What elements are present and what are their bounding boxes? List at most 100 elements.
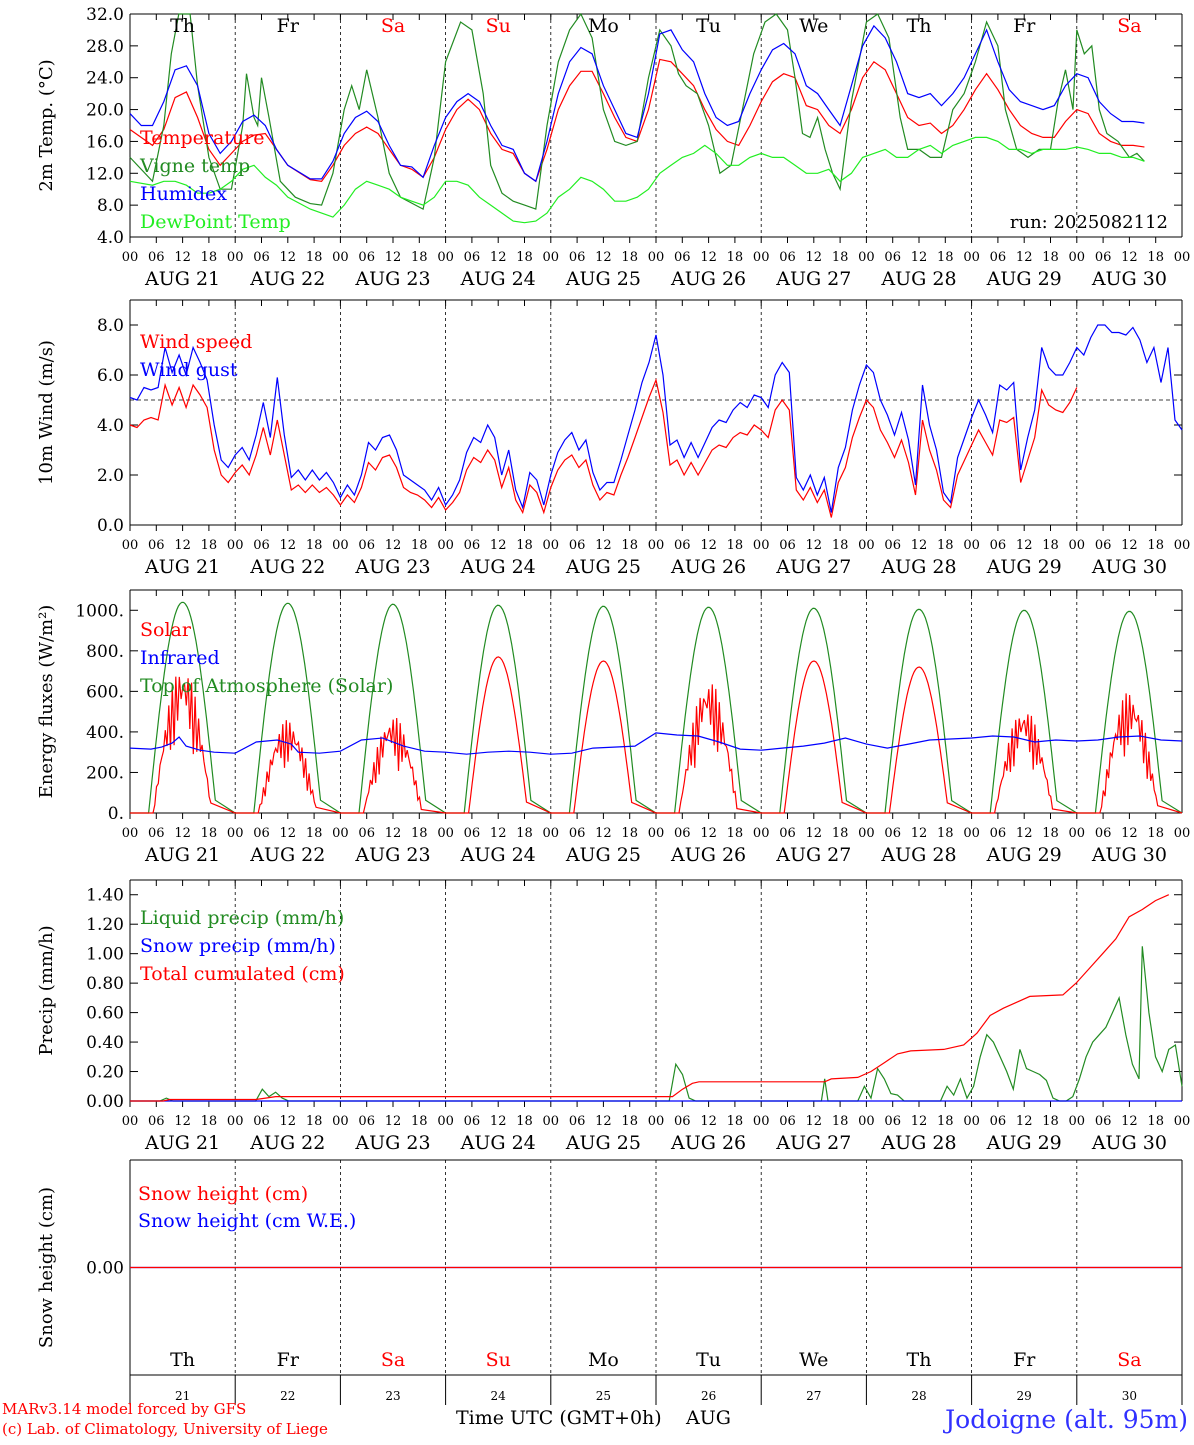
hour-tick-label: 18 [411, 1114, 428, 1129]
legend-entry: Liquid precip (mm/h) [140, 907, 344, 929]
date-label: AUG 29 [986, 556, 1062, 578]
y-tick-label: 20.0 [86, 101, 124, 121]
hour-tick-label: 12 [174, 538, 191, 553]
hour-tick-label: 00 [753, 538, 770, 553]
time-axis-label: Time UTC (GMT+0h) [456, 1407, 662, 1429]
hour-tick-label: 00 [753, 250, 770, 265]
hour-tick-label: 18 [621, 250, 638, 265]
y-axis-label: 2m Temp. (°C) [36, 59, 57, 191]
hour-tick-label: 12 [280, 538, 297, 553]
hour-tick-label: 00 [227, 1114, 244, 1129]
hour-tick-label: 18 [937, 826, 954, 841]
date-label: AUG 25 [565, 268, 641, 290]
hour-tick-label: 00 [332, 538, 349, 553]
hour-tick-label: 00 [753, 826, 770, 841]
date-label: AUG 30 [1091, 268, 1167, 290]
hour-tick-label: 18 [832, 1114, 849, 1129]
hour-tick-label: 18 [306, 826, 323, 841]
series-line-total-cumulated-cm- [130, 894, 1170, 1102]
hour-tick-label: 00 [1069, 826, 1086, 841]
hour-tick-label: 00 [122, 538, 139, 553]
date-label: AUG 25 [565, 556, 641, 578]
hour-tick-label: 00 [332, 826, 349, 841]
hour-tick-label: 18 [937, 1114, 954, 1129]
date-label: AUG 30 [1091, 1132, 1167, 1154]
legend-entry: DewPoint Temp [140, 211, 291, 233]
legend-entry: Wind speed [140, 331, 252, 353]
hour-tick-label: 12 [280, 826, 297, 841]
day-number: 26 [701, 1389, 716, 1403]
hour-tick-label: 00 [543, 826, 560, 841]
y-tick-label: 32.0 [86, 5, 124, 25]
date-label: AUG 28 [880, 268, 956, 290]
day-name: Fr [277, 1349, 300, 1371]
hour-tick-label: 06 [779, 538, 796, 553]
hour-tick-label: 06 [1095, 538, 1112, 553]
legend-entry: Total cumulated (cm) [140, 963, 345, 985]
hour-tick-label: 00 [858, 826, 875, 841]
hour-tick-label: 06 [674, 1114, 691, 1129]
hour-tick-label: 18 [411, 538, 428, 553]
hour-tick-label: 12 [1016, 250, 1033, 265]
day-number: 29 [1017, 1389, 1032, 1403]
series-line-humidex [129, 24, 1145, 183]
hour-tick-label: 12 [700, 250, 717, 265]
hour-tick-label: 06 [464, 250, 481, 265]
hour-tick-label: 06 [884, 826, 901, 841]
day-name: Fr [277, 15, 300, 37]
hour-tick-label: 18 [411, 250, 428, 265]
series-line-temperature [129, 58, 1145, 183]
legend-entry: Snow precip (mm/h) [140, 935, 336, 957]
day-name: Su [486, 15, 511, 37]
hour-tick-label: 18 [621, 1114, 638, 1129]
date-label: AUG 26 [670, 1132, 746, 1154]
hour-tick-label: 12 [911, 826, 928, 841]
hour-tick-label: 00 [437, 1114, 454, 1129]
hour-tick-label: 12 [385, 538, 402, 553]
date-label: AUG 21 [144, 556, 220, 578]
series-line-vigne-temp [129, 12, 1145, 210]
hour-tick-label: 00 [543, 538, 560, 553]
day-number: 21 [175, 1389, 190, 1403]
y-tick-label: 0.60 [86, 1004, 124, 1024]
hour-tick-label: 06 [358, 826, 375, 841]
y-tick-label: 400. [86, 723, 124, 743]
hour-tick-label: 18 [516, 826, 533, 841]
hour-tick-label: 12 [806, 538, 823, 553]
y-tick-label: 4.0 [97, 416, 124, 436]
y-tick-label: 24.0 [86, 69, 124, 89]
panel-2: 0.0 2.0 4.0 6.0 8.0 10m Wind (m/s) Wind speed W… [36, 299, 1190, 578]
day-name: Sa [381, 1349, 405, 1371]
hour-tick-label: 00 [858, 250, 875, 265]
hour-tick-label: 18 [621, 538, 638, 553]
hour-tick-label: 00 [963, 250, 980, 265]
hour-tick-label: 18 [727, 1114, 744, 1129]
hour-tick-label: 12 [490, 538, 507, 553]
hour-tick-label: 12 [700, 1114, 717, 1129]
hour-tick-label: 18 [832, 826, 849, 841]
hour-tick-label: 06 [1095, 1114, 1112, 1129]
hour-tick-label: 12 [385, 826, 402, 841]
day-number: 23 [385, 1389, 400, 1403]
legend-entry: Solar [140, 619, 192, 641]
date-label: AUG 22 [249, 556, 325, 578]
hour-tick-label: 06 [253, 1114, 270, 1129]
day-name: Sa [381, 15, 405, 37]
hour-tick-label: 06 [990, 1114, 1007, 1129]
day-name: Mo [588, 1349, 619, 1371]
hour-tick-label: 06 [253, 538, 270, 553]
hour-tick-label: 12 [1121, 250, 1138, 265]
day-name: Fr [1013, 15, 1036, 37]
hour-tick-label: 06 [148, 826, 165, 841]
hour-tick-label: 06 [674, 250, 691, 265]
hour-tick-label: 12 [174, 826, 191, 841]
date-label: AUG 26 [670, 844, 746, 866]
hour-tick-label: 00 [648, 826, 665, 841]
hour-tick-label: 00 [122, 250, 139, 265]
hour-tick-label: 18 [306, 538, 323, 553]
day-name: We [799, 15, 828, 37]
y-tick-label: 0.00 [86, 1092, 124, 1112]
y-tick-label: 0.0 [97, 516, 124, 536]
hour-tick-label: 18 [832, 538, 849, 553]
hour-tick-label: 06 [990, 538, 1007, 553]
